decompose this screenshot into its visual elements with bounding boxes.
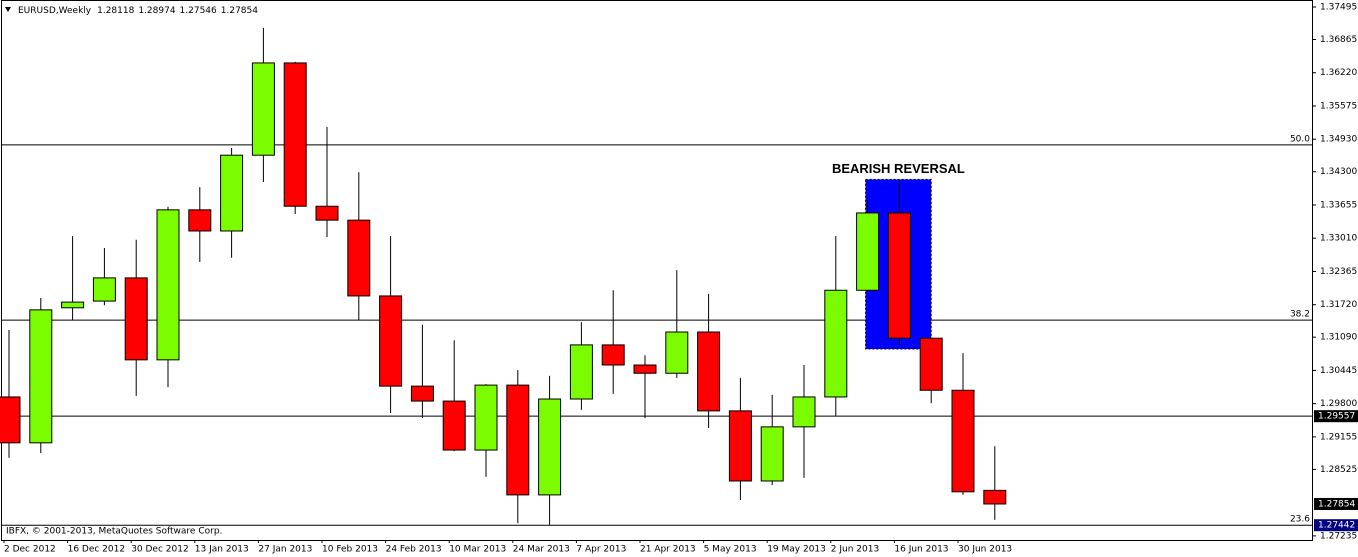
candle-body: [951, 389, 975, 493]
x-tick-label: 24 Mar 2013: [513, 545, 570, 555]
candle-body: [29, 309, 53, 444]
candle-body: [983, 489, 1007, 505]
candle-body: [697, 331, 721, 412]
candle-body: [760, 426, 784, 482]
candle-body: [410, 385, 434, 402]
y-tick-label: 1.31720: [1320, 300, 1357, 310]
x-tick-label: 19 May 2013: [767, 545, 826, 555]
candle-body: [569, 344, 593, 400]
candle-body: [506, 384, 530, 496]
x-tick-label: 7 Apr 2013: [576, 545, 626, 555]
y-tick-label: 1.30445: [1320, 366, 1357, 376]
bid-price-label: 1.27854: [1318, 499, 1355, 509]
x-tick-label: 16 Jun 2013: [894, 545, 948, 555]
candle-body: [379, 295, 403, 387]
candle-body: [0, 396, 21, 444]
candle-body: [124, 277, 148, 361]
y-tick-label: 1.33655: [1320, 200, 1357, 210]
y-tick-label: 1.29155: [1320, 432, 1357, 442]
candle-body: [665, 331, 689, 374]
x-tick-label: 5 May 2013: [704, 545, 757, 555]
y-tick-label: 1.29800: [1320, 399, 1357, 409]
y-tick-label: 1.34300: [1320, 167, 1357, 177]
y-tick-label: 1.34930: [1320, 135, 1357, 145]
x-tick-label: 10 Mar 2013: [449, 545, 506, 555]
x-tick-label: 27 Jan 2013: [258, 545, 312, 555]
candle-body: [283, 62, 307, 207]
plot: 50.0 38.2 23.6 BEARISH REVERSAL: [0, 27, 1312, 526]
x-tick-label: 10 Feb 2013: [322, 545, 378, 555]
candle-body: [538, 398, 562, 496]
symbol: EURUSD,Weekly: [18, 6, 92, 16]
candle-body: [92, 277, 116, 302]
y-tick-label: 1.28525: [1320, 465, 1357, 475]
header-open: 1.28118: [97, 6, 134, 16]
y-tick-label: 1.36220: [1320, 68, 1357, 78]
bid-price-label-box: [1314, 497, 1358, 510]
fib-level-label: 23.6: [1290, 515, 1310, 525]
x-tick-label: 21 Apr 2013: [640, 545, 696, 555]
candle-body: [156, 209, 180, 361]
x-tick-label: 30 Jun 2013: [958, 545, 1012, 555]
candle-body: [792, 396, 816, 428]
candle-body: [474, 384, 498, 451]
y-tick-label: 1.31090: [1320, 333, 1357, 343]
header-high: 1.28974: [138, 6, 175, 16]
candle-body: [856, 212, 880, 291]
level-price-label: 1.27442: [1318, 521, 1355, 531]
candle-body: [315, 205, 339, 221]
y-tick-label: 1.33010: [1320, 234, 1357, 244]
y-tick-label: 1.32365: [1320, 267, 1357, 277]
candle-body: [601, 344, 625, 366]
candle-body: [728, 410, 752, 482]
x-tick-label: 2 Jun 2013: [831, 545, 879, 555]
plot-border: [1, 0, 1313, 541]
fib-level-label: 50.0: [1290, 134, 1310, 144]
candle-body: [919, 337, 943, 391]
x-tick-label: 2 Dec 2012: [4, 545, 56, 555]
fib-level-label: 38.2: [1290, 310, 1310, 320]
x-tick-label: 30 Dec 2012: [131, 545, 189, 555]
level-price-label-box: [1314, 519, 1358, 532]
y-tick-label: 1.37495: [1320, 3, 1357, 13]
candle-body: [220, 154, 244, 232]
x-tick-label: 13 Jan 2013: [195, 545, 249, 555]
candle-body: [251, 62, 275, 156]
price-axis: 1.37495 1.36865 1.36220 1.35575 1.34930 1.343…: [1312, 3, 1358, 541]
menu-icon[interactable]: [5, 7, 11, 12]
x-tick-label: 24 Feb 2013: [386, 545, 442, 555]
candle-body: [347, 219, 371, 297]
candle-body: [61, 301, 85, 309]
y-tick-label: 1.36865: [1320, 35, 1357, 45]
y-tick-label: 1.35575: [1320, 101, 1357, 111]
chart-header: EURUSD,Weekly 1.28118 1.28974 1.27546 1.2785…: [18, 6, 258, 16]
annotation-text: BEARISH REVERSAL: [832, 161, 965, 176]
candle-body: [633, 364, 657, 374]
header-close: 1.27854: [221, 6, 258, 16]
x-tick-label: 16 Dec 2012: [68, 545, 126, 555]
hline-price-label: 1.29557: [1318, 412, 1355, 422]
candle-body: [188, 209, 212, 232]
hline-price-label-box: [1314, 410, 1358, 423]
y-tick-label: 1.27235: [1320, 531, 1357, 541]
candle-body: [824, 289, 848, 398]
candle-body: [442, 400, 466, 451]
candle-body: [887, 212, 911, 339]
header-low: 1.27546: [180, 6, 217, 16]
copyright: IBFX, © 2001-2013, MetaQuotes Software C…: [6, 527, 222, 537]
